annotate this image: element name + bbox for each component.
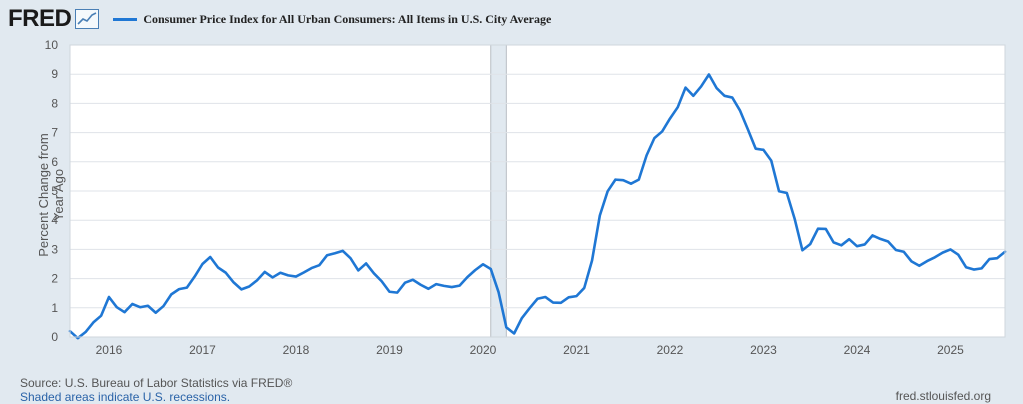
source-note: Source: U.S. Bureau of Labor Statistics … <box>20 376 293 390</box>
x-tick-label: 2024 <box>844 343 871 357</box>
chart-svg: 0 1 2 3 4 5 6 7 8 9 10 2016 2017 2018 2019 2020 2021 2022… <box>45 38 1007 357</box>
x-tick-label: 2025 <box>937 343 964 357</box>
legend-swatch <box>113 17 138 21</box>
chart-line-icon[interactable] <box>75 9 100 29</box>
x-tick-label: 2017 <box>189 343 216 357</box>
y-tick-label: 3 <box>51 242 58 256</box>
series-line <box>68 73 1007 340</box>
chart-header: FRED Consumer Price Index for All Urban … <box>8 5 551 32</box>
y-tick-label: 10 <box>45 38 59 52</box>
y-tick-label: 1 <box>51 301 58 315</box>
y-tick-label: 5 <box>51 184 58 198</box>
site-url[interactable]: fred.stlouisfed.org <box>895 389 991 403</box>
x-tick-label: 2022 <box>657 343 684 357</box>
y-tick-label: 4 <box>51 213 58 227</box>
x-tick-label: 2016 <box>96 343 123 357</box>
legend: Consumer Price Index for All Urban Consu… <box>113 12 551 27</box>
x-tick-label: 2021 <box>563 343 590 357</box>
x-tick-label: 2018 <box>283 343 310 357</box>
y-tick-label: 0 <box>51 330 58 344</box>
plot-border <box>69 44 1006 338</box>
x-tick-label: 2020 <box>470 343 497 357</box>
y-tick-label: 7 <box>51 126 58 140</box>
x-tick-label: 2019 <box>376 343 403 357</box>
x-tick-label: 2023 <box>750 343 777 357</box>
fred-logo[interactable]: FRED <box>8 5 72 32</box>
y-tick-label: 6 <box>51 155 58 169</box>
y-tick-label: 8 <box>51 96 58 110</box>
legend-label: Consumer Price Index for All Urban Consu… <box>143 11 552 26</box>
footer-left: Source: U.S. Bureau of Labor Statistics … <box>20 376 292 404</box>
y-tick-label: 9 <box>51 67 58 81</box>
recession-note[interactable]: Shaded areas indicate U.S. recessions. <box>20 390 231 404</box>
y-tick-label: 2 <box>51 272 58 286</box>
